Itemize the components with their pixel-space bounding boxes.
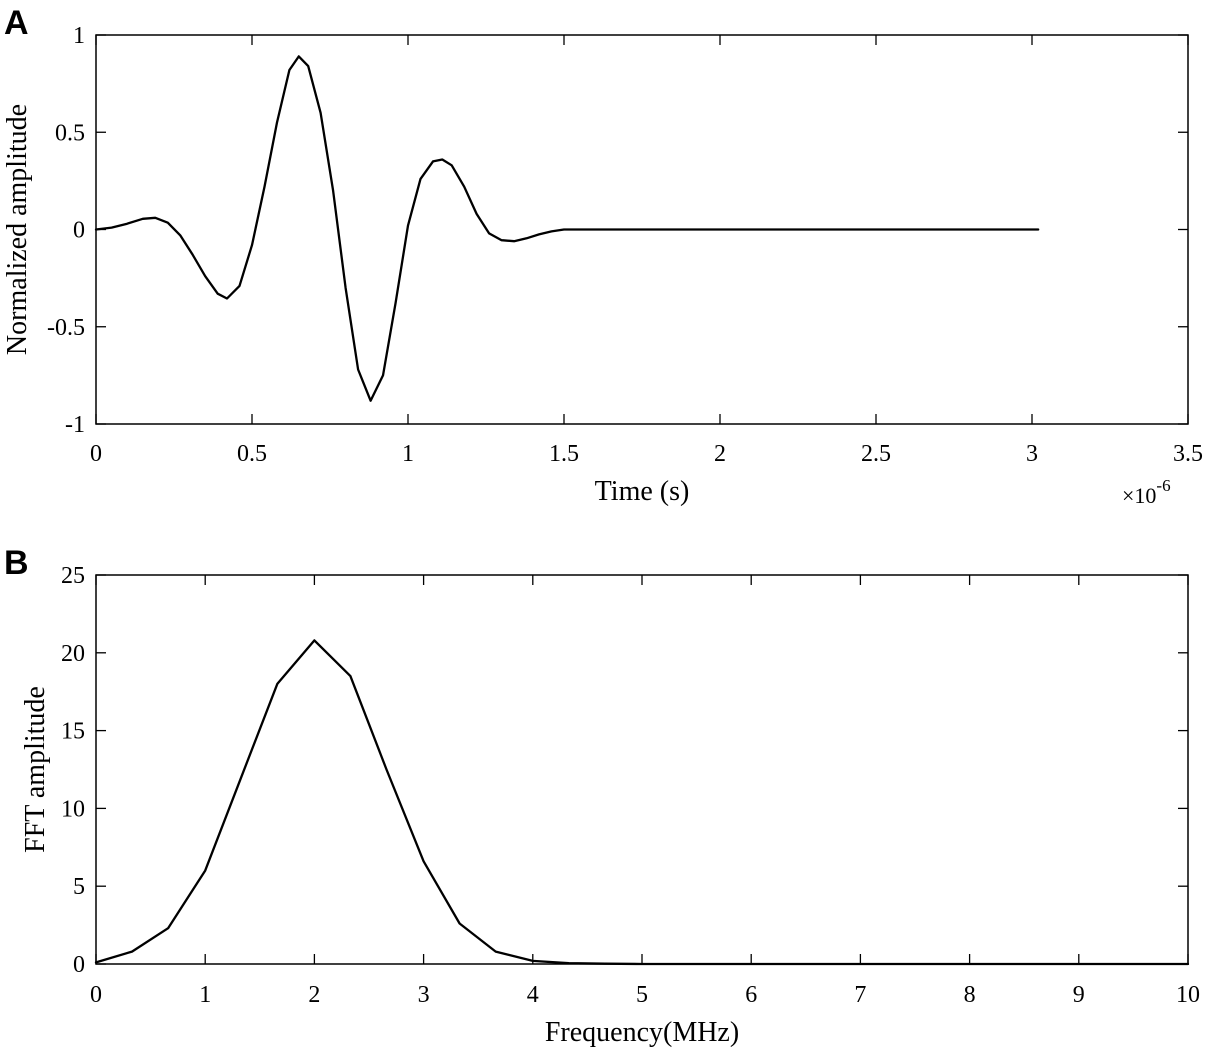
x-tick-label: 9: [1073, 982, 1085, 1008]
y-tick-label: 0: [73, 952, 85, 978]
x-axis-label: Time (s): [595, 476, 690, 507]
x-tick-label: 0: [90, 441, 102, 467]
x-tick-label: 7: [854, 982, 866, 1008]
x-tick-label: 1: [199, 982, 211, 1008]
plot-frame: [95, 574, 1189, 965]
series-line: [94, 639, 1190, 966]
x-tick-label: 2.5: [861, 441, 891, 467]
x-tick-label: 0: [90, 982, 102, 1008]
y-tick-label: 0.5: [55, 120, 85, 146]
y-tick-label: 15: [61, 719, 85, 745]
panel-b: B 0 1 2 3 4 5 6 7 8 9 10 0 5 10 15 20 25 Frequency(MHz) FFT…: [4, 544, 1200, 1048]
y-tick-label: -0.5: [47, 315, 85, 341]
y-axis-label: Normalized amplitude: [2, 104, 33, 355]
x-tick-label: 2: [714, 441, 726, 467]
y-tick-label: 1: [73, 23, 85, 49]
x-tick-label: 6: [745, 982, 757, 1008]
x-tick-label: 4: [527, 982, 539, 1008]
x-tick-label: 2: [308, 982, 320, 1008]
panel-label: B: [4, 544, 29, 582]
y-tick-label: 25: [61, 563, 85, 589]
y-tick-label: -1: [65, 412, 85, 438]
y-axis-label: FFT amplitude: [20, 686, 51, 853]
x-tick-label: 3: [418, 982, 430, 1008]
x-tick-label: 8: [964, 982, 976, 1008]
y-tick-label: 10: [61, 796, 85, 822]
series-line: [94, 55, 1040, 402]
x-tick-label: 1.5: [549, 441, 579, 467]
y-tick-label: 20: [61, 641, 85, 667]
x-tick-label: 5: [636, 982, 648, 1008]
x-axis-exponent-base: ×10: [1122, 483, 1156, 508]
y-tick-label: 0: [73, 218, 85, 244]
x-axis-exponent-power: -6: [1156, 476, 1170, 495]
x-axis-exponent: ×10-6: [1122, 476, 1171, 508]
x-tick-label: 10: [1176, 982, 1200, 1008]
x-axis-label: Frequency(MHz): [545, 1017, 739, 1048]
y-tick-label: 5: [73, 874, 85, 900]
x-tick-label: 1: [402, 441, 414, 467]
x-tick-label: 3: [1026, 441, 1038, 467]
panel-a: A 0 0.5 1 1.5 2 2.5 3 3.5 -1 -0.5 0 0.5 1 Time (s) Norm…: [2, 4, 1203, 508]
x-tick-label: 3.5: [1173, 441, 1203, 467]
panel-label: A: [4, 4, 29, 42]
x-tick-label: 0.5: [237, 441, 267, 467]
